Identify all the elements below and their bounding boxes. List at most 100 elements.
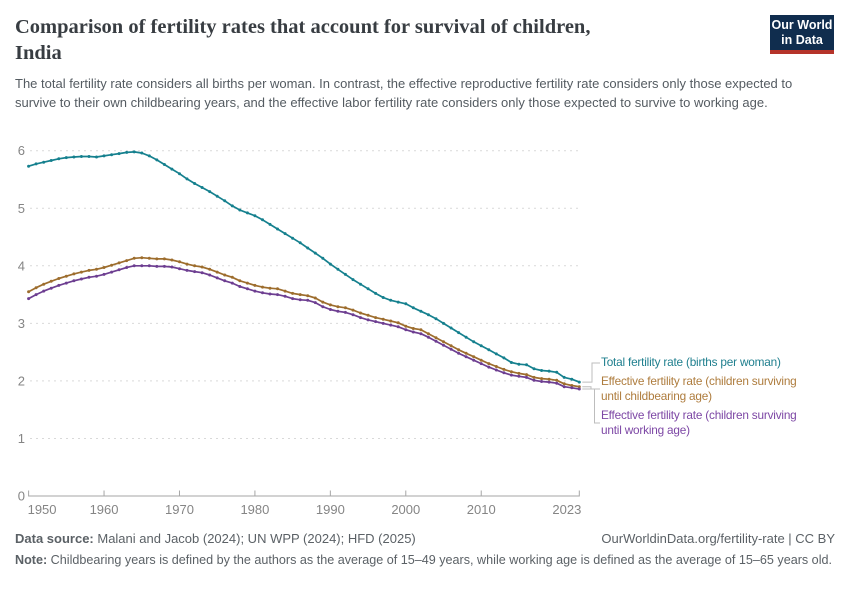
data-point <box>261 218 264 222</box>
data-point <box>87 275 91 279</box>
data-point <box>562 382 566 386</box>
data-point <box>419 328 423 332</box>
page-title-line1: Comparison of fertility rates that accou… <box>15 16 591 38</box>
data-point <box>64 156 68 160</box>
data-point <box>261 291 264 295</box>
data-point <box>411 327 415 330</box>
legend-connector-total <box>582 362 600 383</box>
data-source-label: Data source: <box>15 531 94 546</box>
chart-line-total[interactable] <box>27 150 581 384</box>
chart-line-working[interactable] <box>27 264 581 391</box>
chart-url-link[interactable]: OurWorldinData.org/fertility-rate | CC B… <box>601 531 835 546</box>
data-point <box>494 365 498 368</box>
data-point <box>555 370 559 374</box>
data-point <box>208 190 212 194</box>
data-point <box>540 369 544 372</box>
data-point <box>72 272 76 276</box>
data-point <box>223 279 227 283</box>
data-point <box>147 256 151 260</box>
data-point <box>200 186 204 189</box>
data-point <box>87 268 91 272</box>
note-line: Note: Childbearing years is defined by t… <box>15 553 837 569</box>
y-tick-label: 5 <box>18 201 25 216</box>
data-point <box>193 270 197 274</box>
data-point <box>374 291 378 295</box>
data-point <box>509 361 513 364</box>
data-point <box>321 300 325 304</box>
data-point <box>230 275 234 279</box>
data-point <box>472 358 476 362</box>
data-point <box>562 385 566 389</box>
data-point <box>464 351 468 355</box>
data-point <box>494 352 498 356</box>
data-point <box>95 155 98 159</box>
data-point <box>102 272 106 276</box>
data-point <box>396 321 400 325</box>
data-point <box>464 335 468 339</box>
data-point <box>419 309 423 313</box>
data-point <box>381 296 385 299</box>
data-point <box>434 317 438 321</box>
data-point <box>298 298 302 302</box>
data-point <box>396 325 400 329</box>
data-point <box>245 281 249 285</box>
data-point <box>117 268 121 272</box>
data-point <box>27 297 31 301</box>
data-point <box>442 340 445 344</box>
data-point <box>449 344 453 348</box>
data-point <box>502 371 506 375</box>
data-point <box>238 285 242 288</box>
data-point <box>95 274 98 278</box>
data-point <box>57 157 61 161</box>
data-point <box>419 332 423 336</box>
data-point <box>359 316 362 320</box>
data-point <box>268 286 272 290</box>
data-point <box>79 155 83 158</box>
data-point <box>487 348 491 352</box>
data-point <box>479 344 483 348</box>
data-point <box>434 336 438 340</box>
legend-item-childbearing[interactable]: Effective fertility rate (children survi… <box>601 374 850 405</box>
data-point <box>351 308 355 312</box>
data-point <box>479 362 483 366</box>
data-point <box>366 318 370 322</box>
data-point <box>577 387 581 391</box>
data-point <box>200 271 204 275</box>
data-point <box>245 287 249 291</box>
data-point <box>64 274 68 278</box>
legend-label-line: Effective fertility rate (children survi… <box>601 373 797 388</box>
data-point <box>313 301 317 305</box>
data-point <box>283 294 287 298</box>
data-point <box>170 167 174 171</box>
data-point <box>577 385 581 389</box>
data-point <box>442 343 445 347</box>
data-point <box>238 208 242 212</box>
owid-logo[interactable]: Our World in Data <box>770 15 834 54</box>
x-tick-label: 1980 <box>240 502 269 517</box>
data-point <box>178 172 181 176</box>
data-point <box>27 290 31 294</box>
chart-line-childbearing[interactable] <box>27 256 581 389</box>
data-point <box>253 283 257 287</box>
y-tick-label: 1 <box>18 431 25 446</box>
legend-label-line: until working age) <box>601 423 690 437</box>
data-point <box>276 227 279 231</box>
legend-item-total[interactable]: Total fertility rate (births per woman) <box>601 355 850 371</box>
data-point <box>102 154 106 158</box>
data-point <box>155 264 159 268</box>
data-point <box>42 289 46 293</box>
data-point <box>140 264 144 268</box>
y-tick-label: 4 <box>18 258 25 273</box>
data-point <box>193 182 197 185</box>
data-point <box>215 270 219 274</box>
page-title: Comparison of fertility rates that accou… <box>15 14 745 66</box>
data-point <box>374 316 378 320</box>
legend-item-working[interactable]: Effective fertility rate (children survi… <box>601 408 850 439</box>
data-point <box>555 378 559 382</box>
data-point <box>457 331 461 335</box>
data-point <box>208 267 212 271</box>
owid-logo-line2: in Data <box>781 33 823 47</box>
data-point <box>502 356 506 360</box>
data-point <box>42 282 46 286</box>
